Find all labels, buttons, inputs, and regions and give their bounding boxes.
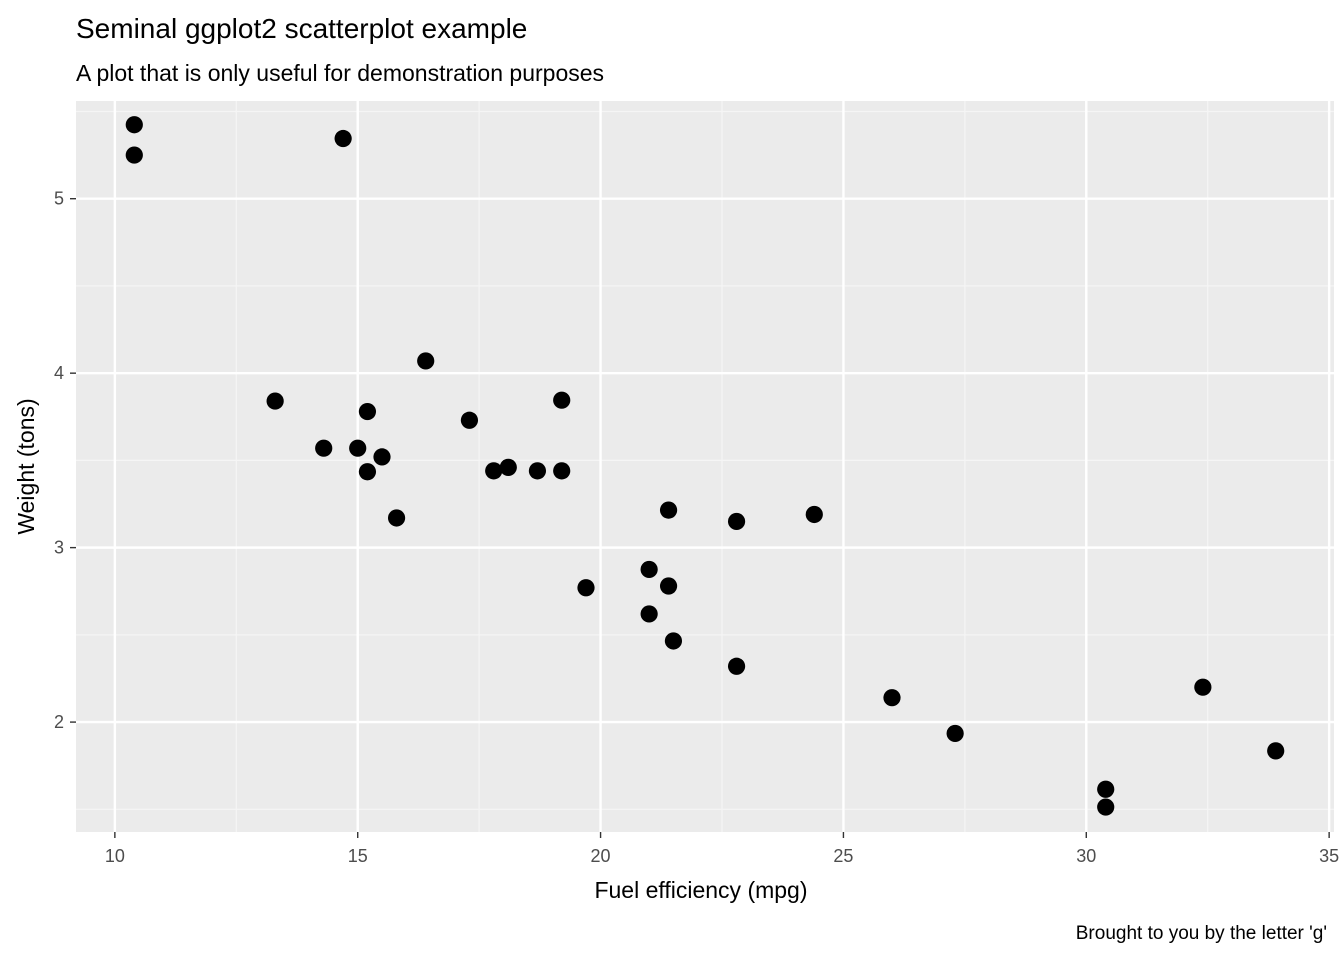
x-tick-label: 15: [348, 846, 368, 866]
x-axis-title: Fuel efficiency (mpg): [594, 877, 807, 903]
y-axis: 2 3 4 5: [54, 189, 76, 732]
data-point: [373, 448, 391, 466]
data-point: [664, 632, 683, 650]
data-point: [1267, 742, 1285, 760]
data-point: [387, 509, 406, 527]
data-point: [358, 402, 377, 421]
data-point: [577, 579, 595, 597]
data-point: [1097, 780, 1115, 798]
major-gridlines: [76, 101, 1334, 832]
data-point: [334, 129, 352, 148]
data-point: [640, 605, 658, 623]
x-tick-label: 10: [105, 846, 125, 866]
data-point: [315, 439, 333, 457]
data-point: [266, 392, 284, 410]
x-tick-label: 30: [1076, 846, 1096, 866]
data-point: [125, 116, 143, 134]
data-point: [358, 463, 377, 481]
x-tick-label: 25: [833, 846, 853, 866]
data-point: [1097, 798, 1115, 816]
data-point: [553, 462, 571, 480]
data-point: [946, 724, 964, 743]
chart-caption: Brought to you by the letter 'g': [1076, 923, 1327, 944]
data-point: [349, 439, 367, 457]
y-tick-label: 3: [54, 538, 64, 558]
data-point: [125, 146, 143, 164]
data-point: [499, 458, 517, 476]
data-point: [805, 505, 823, 524]
data-points: [125, 116, 1285, 816]
data-point: [553, 391, 571, 409]
data-point: [1194, 678, 1212, 696]
minor-gridlines: [76, 101, 1334, 832]
chart-title: Seminal ggplot2 scatterplot example: [76, 13, 527, 44]
data-point: [883, 689, 901, 707]
data-point: [659, 577, 678, 595]
y-tick-label: 2: [54, 712, 64, 732]
y-tick-label: 5: [54, 189, 64, 209]
data-point: [528, 462, 547, 480]
data-point: [727, 657, 746, 675]
y-tick-label: 4: [54, 363, 64, 383]
plot-panel: [76, 101, 1334, 832]
chart-subtitle: A plot that is only useful for demonstra…: [76, 60, 604, 86]
data-point: [417, 352, 435, 370]
data-point: [659, 501, 678, 519]
data-point: [485, 462, 503, 480]
data-point: [640, 560, 658, 579]
x-tick-label: 35: [1319, 846, 1339, 866]
data-point: [460, 411, 479, 429]
x-axis: 10 15 20 25 30 35: [105, 832, 1339, 866]
x-tick-label: 20: [591, 846, 611, 866]
data-point: [727, 512, 746, 531]
y-axis-title: Weight (tons): [13, 398, 39, 534]
